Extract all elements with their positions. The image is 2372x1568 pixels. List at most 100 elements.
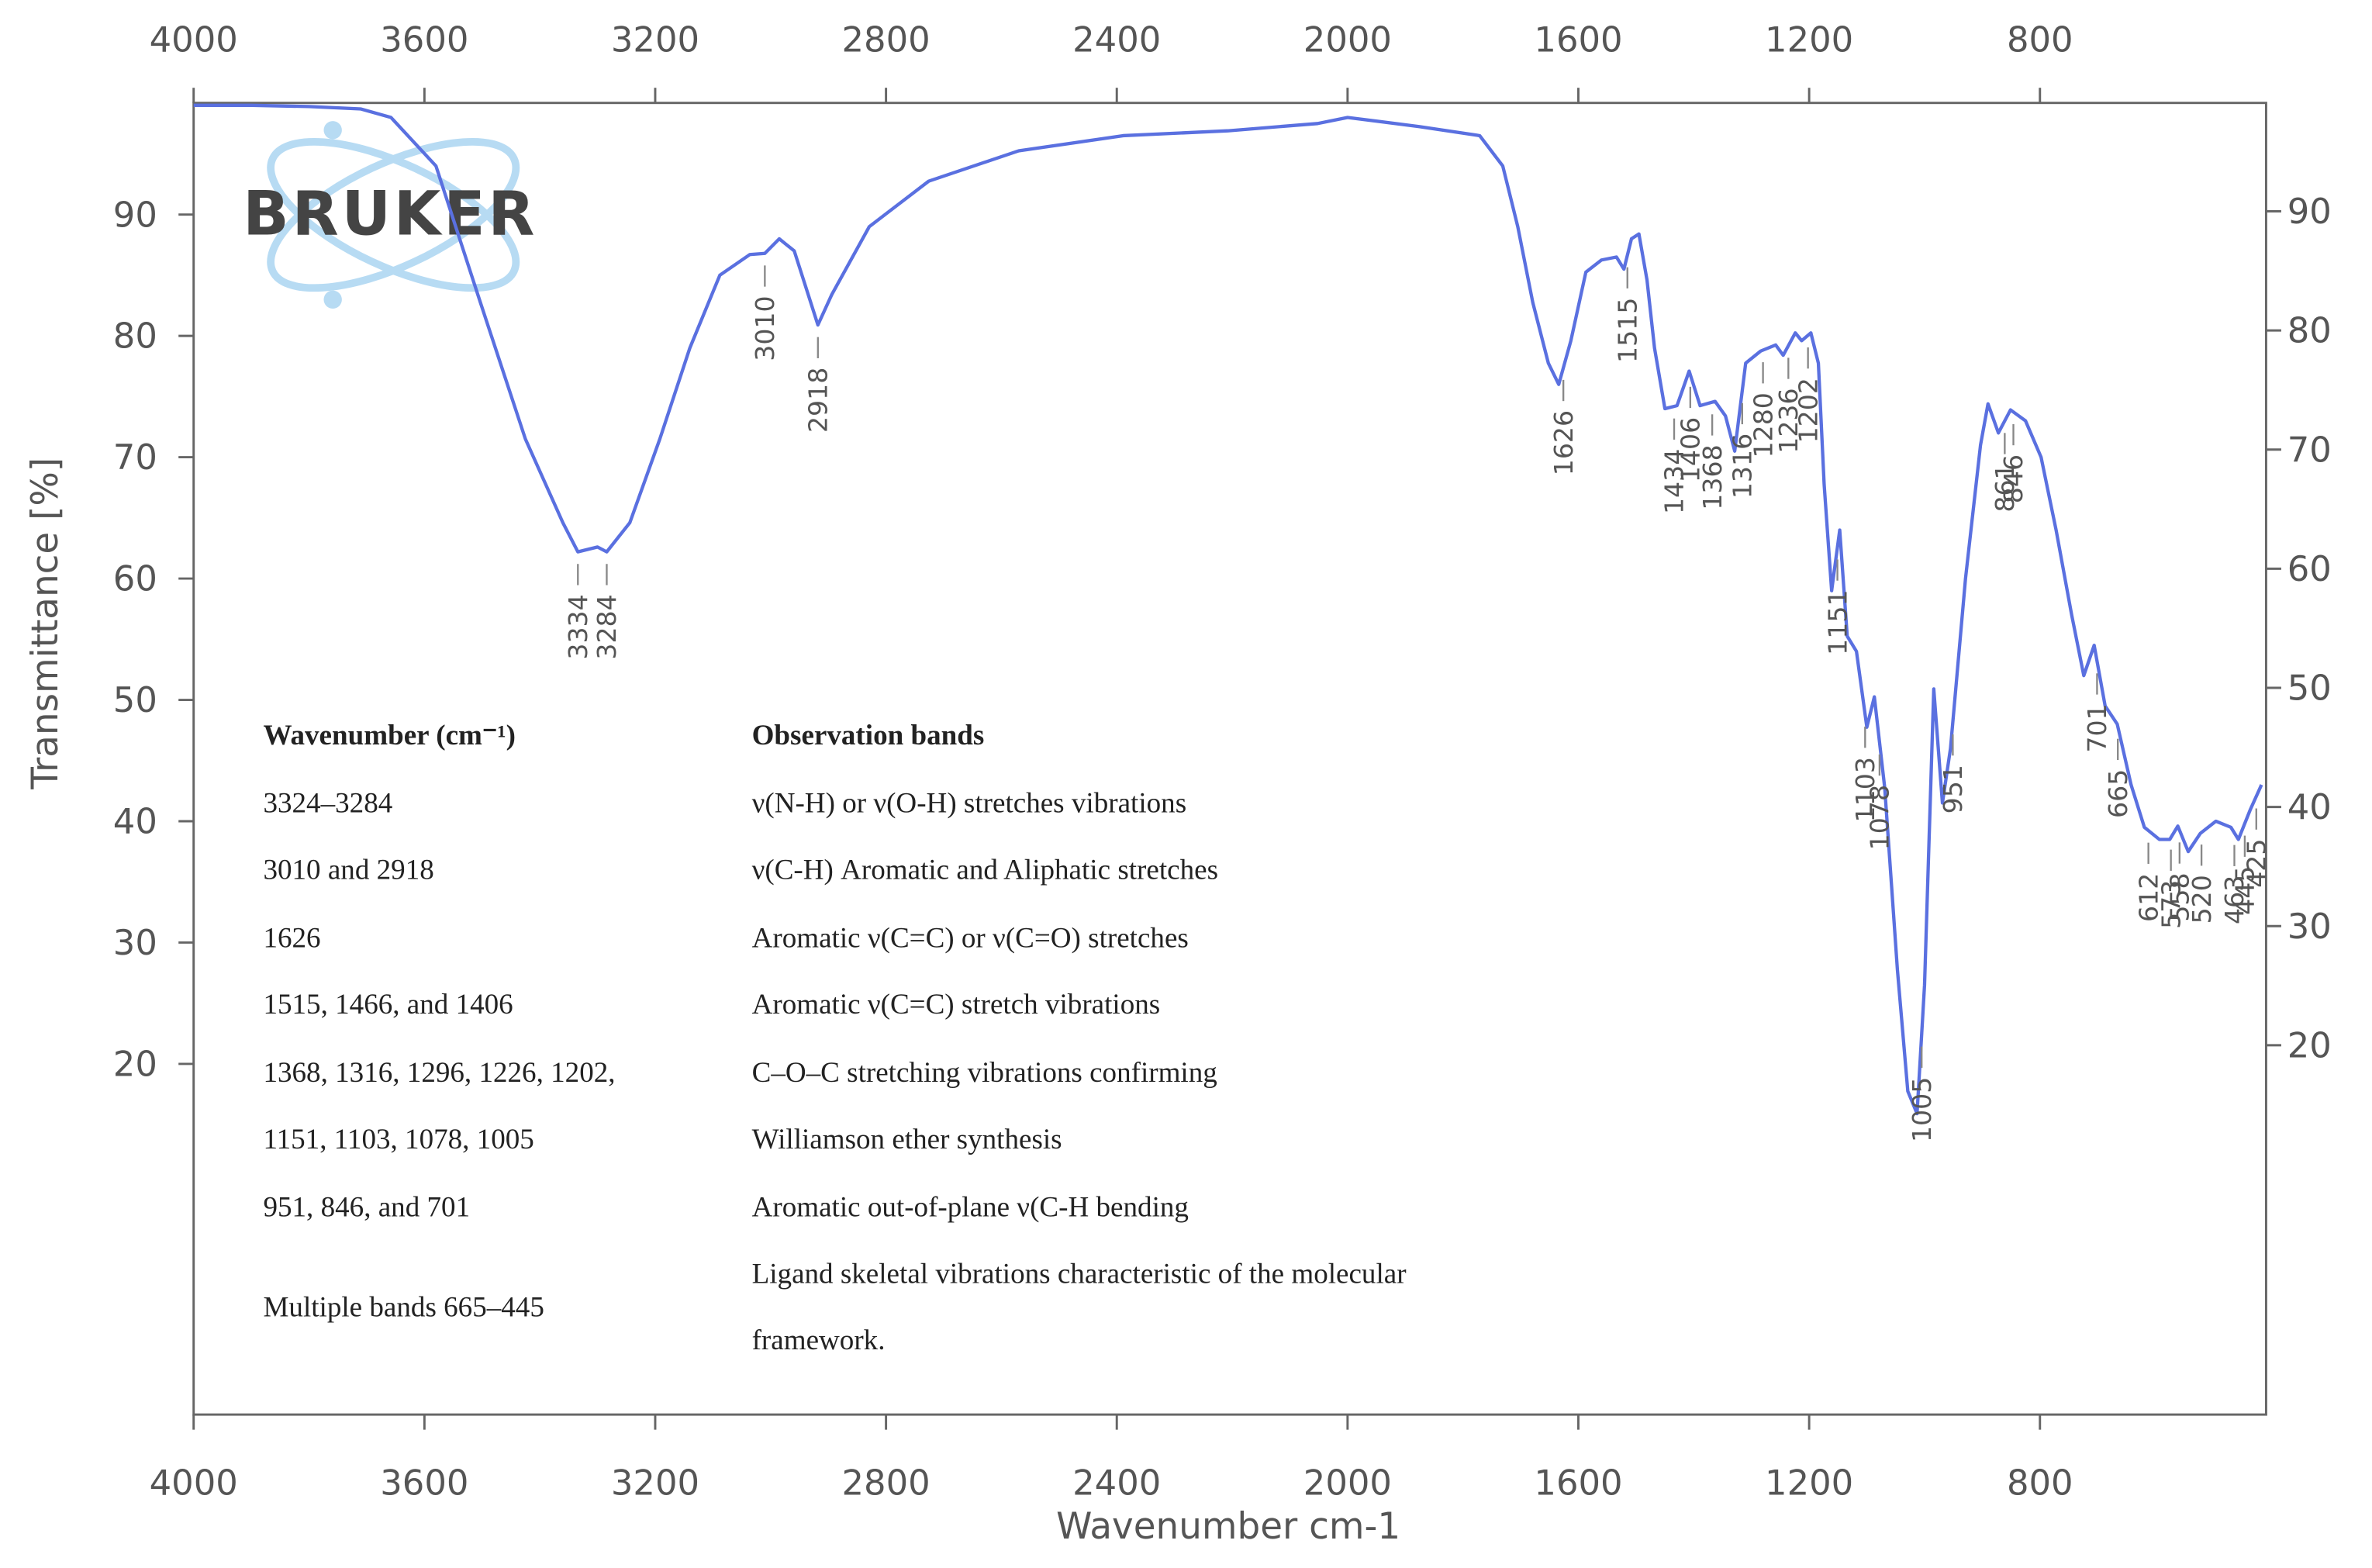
- peak-label: 3010: [750, 295, 780, 361]
- y-tick-label: 30: [113, 922, 157, 963]
- x2-tick-label: 2800: [842, 19, 931, 60]
- peak-label: 1406: [1676, 417, 1706, 482]
- logo-dot: [323, 290, 342, 309]
- peak-label: 425: [2241, 839, 2271, 888]
- table-row: 951, 846, and 701 Aromatic out-of-plane ν…: [263, 1175, 1493, 1242]
- cell: Aromatic ν(C=C) or ν(C=O) stretches: [751, 922, 1189, 955]
- y-axis-title: Transmittance [%]: [25, 458, 67, 790]
- cell: 1151, 1103, 1078, 1005: [263, 1124, 534, 1157]
- peak-label: 445: [2230, 866, 2260, 915]
- peak-label: 846: [1998, 454, 2028, 503]
- x2-tick-label: 3600: [380, 19, 468, 60]
- y-tick-label: 90: [113, 194, 157, 235]
- y2-tick-label: 60: [2287, 548, 2332, 589]
- logo-text: BRUKER: [243, 179, 537, 249]
- peak-label: 1368: [1697, 444, 1728, 509]
- peak-label: 1005: [1907, 1077, 1937, 1142]
- x-tick-label: 800: [2007, 1463, 2073, 1504]
- table-row: 1626 Aromatic ν(C=C) or ν(C=O) stretches: [263, 906, 1493, 973]
- table-row: Multiple bands 665–445 Ligand skeletal vi…: [263, 1242, 1493, 1376]
- logo-orbit: [267, 137, 520, 292]
- table-row: 3010 and 2918 ν(C-H) Aromatic and Aliphat…: [263, 838, 1493, 906]
- x-tick-label: 3200: [611, 1463, 699, 1504]
- band-table: Wavenumber (cm⁻¹) Observation bands 3324…: [263, 703, 1493, 1375]
- peak-label: 1626: [1549, 410, 1579, 475]
- peak-label: 1434: [1659, 449, 1690, 514]
- cell: 1368, 1316, 1296, 1226, 1202,: [263, 1057, 616, 1090]
- x2-tick-label: 2000: [1303, 19, 1392, 60]
- y-tick-label: 70: [113, 437, 157, 478]
- y2-tick-label: 40: [2287, 786, 2332, 827]
- peak-label: 520: [2187, 875, 2217, 924]
- peak-label: 573: [2156, 880, 2186, 929]
- table-row: 1515, 1466, and 1406 Aromatic ν(C=C) stre…: [263, 972, 1493, 1040]
- x2-tick-label: 2400: [1072, 19, 1161, 60]
- x-tick-label: 2800: [842, 1463, 931, 1504]
- peak-label: 3334: [563, 594, 593, 659]
- y-tick-label: 20: [113, 1044, 157, 1085]
- y-tick-label: 40: [113, 801, 157, 842]
- peak-label: 463: [2219, 876, 2249, 924]
- cell: Aromatic out-of-plane ν(C-H bending: [751, 1191, 1189, 1224]
- x-axis-title: Wavenumber cm-1: [1056, 1506, 1400, 1548]
- peak-label: 612: [2133, 873, 2163, 922]
- peak-label: 861: [1990, 463, 2020, 512]
- y2-tick-label: 30: [2287, 906, 2332, 947]
- logo: [267, 121, 520, 309]
- x2-tick-label: 800: [2007, 19, 2073, 60]
- peak-label: 1236: [1773, 388, 1804, 453]
- peak-label: 701: [2082, 703, 2112, 752]
- cell: Aromatic ν(C=C) stretch vibrations: [751, 989, 1161, 1022]
- cell: 1515, 1466, and 1406: [263, 989, 513, 1022]
- x-tick-label: 2400: [1072, 1463, 1161, 1504]
- column-header: Observation bands: [751, 720, 985, 753]
- x2-tick-label: 3200: [611, 19, 699, 60]
- x-tick-label: 3600: [380, 1463, 468, 1504]
- y2-tick-label: 80: [2287, 310, 2332, 351]
- y-tick-label: 80: [113, 316, 157, 357]
- table-container: Wavenumber (cm⁻¹) Observation bands 3324…: [263, 703, 1493, 1375]
- logo-orbit: [267, 137, 520, 292]
- peak-label: 1280: [1748, 392, 1778, 458]
- cell: C–O–C stretching vibrations confirming: [751, 1057, 1217, 1090]
- cell: 1626: [263, 922, 321, 955]
- cell: Ligand skeletal vibrations characteristi…: [751, 1259, 1407, 1357]
- y2-tick-label: 50: [2287, 668, 2332, 709]
- y-tick-label: 50: [113, 679, 157, 720]
- spectrum-line: [193, 103, 2263, 1116]
- y-tick-label: 60: [113, 558, 157, 599]
- cell: 3324–3284: [263, 787, 393, 820]
- peak-label: 665: [2103, 769, 2133, 818]
- cell: 951, 846, and 701: [263, 1191, 471, 1224]
- peak-label: 1103: [1850, 757, 1880, 822]
- x-tick-label: 2000: [1303, 1463, 1392, 1504]
- cell: Multiple bands 665–445: [263, 1292, 544, 1325]
- logo-dot: [323, 121, 342, 140]
- cell: ν(N-H) or ν(O-H) stretches vibrations: [751, 787, 1187, 820]
- column-header: Wavenumber (cm⁻¹): [263, 720, 516, 753]
- peak-label: 1078: [1865, 785, 1895, 850]
- table-row: 1368, 1316, 1296, 1226, 1202, C–O–C stret…: [263, 1040, 1493, 1107]
- y2-tick-label: 20: [2287, 1024, 2332, 1065]
- peak-label: 3284: [592, 594, 622, 659]
- cell: 3010 and 2918: [263, 855, 434, 887]
- table-row: 3324–3284 ν(N-H) or ν(O-H) stretches vibr…: [263, 771, 1493, 838]
- table-header: Wavenumber (cm⁻¹) Observation bands: [263, 703, 1493, 771]
- y2-tick-label: 90: [2287, 191, 2332, 232]
- peak-label: 1202: [1793, 378, 1823, 443]
- x2-tick-label: 1600: [1534, 19, 1622, 60]
- plot-frame: [192, 102, 2267, 1416]
- peak-label: 951: [1938, 765, 1968, 813]
- peak-label: 2918: [803, 368, 834, 433]
- peak-label: 1316: [1728, 433, 1758, 499]
- peak-label: 1515: [1612, 298, 1642, 363]
- peak-label: 1151: [1822, 589, 1852, 654]
- y2-tick-label: 70: [2287, 429, 2332, 470]
- cell: Williamson ether synthesis: [751, 1124, 1062, 1157]
- x2-tick-label: 1200: [1765, 19, 1853, 60]
- x-tick-label: 4000: [150, 1463, 238, 1504]
- x2-tick-label: 4000: [150, 19, 238, 60]
